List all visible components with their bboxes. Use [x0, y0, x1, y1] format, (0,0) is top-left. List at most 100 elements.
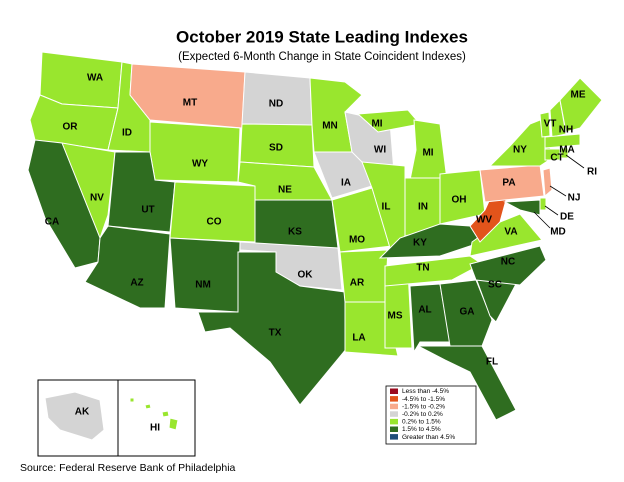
state-labels: WA OR ID MT ND SD MN WY NV CA UT CO NE KS AZ NM OK TX IA MO… — [45, 73, 597, 434]
state-shape — [254, 199, 339, 249]
state-label: AZ — [130, 278, 143, 289]
state-label: MI — [371, 119, 382, 130]
state-label: NM — [195, 280, 211, 291]
state-label: KY — [413, 238, 427, 249]
state-label: NH — [559, 125, 573, 136]
state-label: ID — [122, 128, 132, 139]
legend-swatch — [390, 434, 398, 440]
state-label: OR — [63, 122, 79, 133]
legend-box — [385, 385, 477, 445]
state-label: WI — [374, 145, 386, 156]
source: Source: Federal Reserve Bank of Philadel… — [20, 462, 236, 474]
state-shape — [129, 63, 246, 129]
state-shape — [544, 148, 561, 161]
state-shape — [44, 391, 105, 441]
state-shape — [169, 237, 241, 313]
state-label: AL — [418, 305, 431, 316]
state-label: AR — [350, 278, 365, 289]
legend-label: 1.5% to 4.5% — [402, 426, 441, 433]
state-label: AK — [75, 407, 90, 418]
state-label: CT — [550, 153, 563, 164]
state-shape — [539, 197, 547, 211]
state-shape — [144, 403, 152, 410]
state-shape — [149, 121, 241, 183]
legend-swatch — [390, 418, 398, 425]
state-shape — [168, 417, 179, 431]
state-label: IN — [418, 202, 428, 213]
state-shape — [542, 167, 553, 198]
state-label: KS — [288, 227, 302, 238]
state-label: VA — [504, 227, 517, 238]
state-shape — [384, 255, 483, 287]
state-label: MA — [559, 145, 575, 156]
state-label: MS — [388, 311, 403, 322]
state-label: CA — [45, 217, 59, 228]
state-shape — [439, 279, 493, 347]
state-shape — [409, 283, 451, 354]
state-label: IL — [382, 202, 391, 213]
subtitle: (Expected 6-Month Change in State Coinci… — [178, 51, 466, 63]
state-label: MD — [550, 227, 566, 238]
legend-label: Less than -4.5% — [402, 388, 449, 395]
state-label: MO — [349, 235, 365, 246]
state-label: NC — [501, 257, 515, 268]
state-shape — [161, 410, 170, 418]
state-label: ND — [269, 99, 283, 110]
legend-label: 0.2% to 1.5% — [402, 419, 441, 426]
state-label: NJ — [568, 193, 581, 204]
state-label: GA — [460, 307, 475, 318]
state-label: SC — [488, 280, 502, 291]
state-shape — [539, 111, 551, 138]
legend-label: -4.5% to -1.5% — [402, 396, 445, 403]
state-shape — [197, 251, 353, 406]
state-label: SD — [269, 143, 283, 154]
leader-line — [549, 185, 567, 197]
state-label: WA — [87, 73, 103, 84]
legend-swatch — [390, 403, 398, 410]
title: October 2019 State Leading Indexes — [176, 27, 468, 46]
state-label: TN — [416, 263, 429, 274]
state-label: FL — [486, 357, 498, 368]
state-shape — [469, 245, 547, 286]
legend-swatch — [390, 396, 398, 402]
state-shape — [544, 133, 581, 149]
state-label: TX — [269, 328, 282, 339]
state-label: NY — [513, 145, 527, 156]
states — [27, 51, 603, 441]
state-label: IA — [341, 178, 351, 189]
state-label: OK — [298, 270, 314, 281]
state-label: ME — [571, 90, 586, 101]
state-shape — [549, 98, 567, 138]
state-label: PA — [502, 178, 515, 189]
state-label: UT — [141, 205, 154, 216]
legend: Less than -4.5%-4.5% to -1.5%-1.5% to -0… — [390, 388, 455, 441]
state-label: LA — [352, 333, 365, 344]
state-label: WY — [192, 159, 208, 170]
state-label: VT — [544, 119, 557, 130]
state-shape — [27, 139, 101, 269]
legend-swatch — [390, 411, 398, 417]
state-label: RI — [587, 167, 597, 178]
state-label: NE — [278, 185, 292, 196]
state-label: MI — [422, 148, 433, 159]
state-shape — [559, 77, 603, 133]
state-shape — [84, 225, 171, 309]
legend-label: Greater than 4.5% — [402, 434, 455, 441]
state-label: WV — [476, 215, 492, 226]
state-shape — [169, 181, 256, 243]
legend-label: -1.5% to -0.2% — [402, 403, 445, 410]
state-shape — [417, 345, 517, 421]
state-label: DE — [560, 212, 574, 223]
leader-line — [533, 211, 551, 229]
state-label: NV — [90, 193, 104, 204]
legend-swatch — [390, 426, 398, 432]
state-label: MN — [322, 121, 338, 132]
state-label: MT — [183, 98, 197, 109]
legend-label: -0.2% to 0.2% — [402, 411, 443, 418]
state-label: HI — [150, 423, 160, 434]
state-label: OH — [452, 195, 467, 206]
leader-line — [565, 154, 585, 169]
state-shape — [479, 164, 545, 203]
state-label: CO — [207, 217, 222, 228]
